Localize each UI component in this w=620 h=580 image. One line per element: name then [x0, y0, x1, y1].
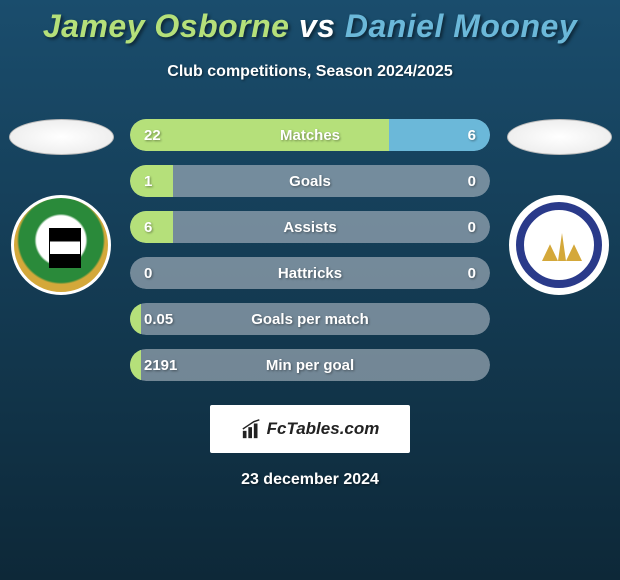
player2-silhouette	[507, 119, 612, 155]
player2-name: Daniel Mooney	[345, 8, 577, 44]
player2-column	[504, 119, 614, 295]
stat-row: 6 Assists 0	[130, 211, 490, 243]
stat-value-player1: 1	[144, 173, 152, 190]
stat-value-player2: 0	[468, 265, 476, 282]
stat-label: Min per goal	[266, 357, 354, 374]
player1-club-crest	[11, 195, 111, 295]
vs-text: vs	[299, 8, 336, 44]
stat-row: 1 Goals 0	[130, 165, 490, 197]
stat-fill-player1	[130, 349, 141, 381]
stat-value-player1: 6	[144, 219, 152, 236]
subtitle: Club competitions, Season 2024/2025	[0, 63, 620, 81]
stat-value-player1: 0.05	[144, 311, 173, 328]
branding-text: FcTables.com	[267, 419, 380, 439]
stat-label: Hattricks	[278, 265, 342, 282]
stat-fill-player1	[130, 119, 389, 151]
stat-row: 0.05 Goals per match	[130, 303, 490, 335]
date-text: 23 december 2024	[0, 471, 620, 489]
stat-value-player2: 0	[468, 173, 476, 190]
comparison-title: Jamey Osborne vs Daniel Mooney	[0, 0, 620, 45]
branding-badge: FcTables.com	[210, 405, 410, 453]
stat-label: Matches	[280, 127, 340, 144]
stat-row: 0 Hattricks 0	[130, 257, 490, 289]
stat-label: Goals per match	[251, 311, 369, 328]
player1-column	[6, 119, 116, 295]
player1-silhouette	[9, 119, 114, 155]
stat-label: Assists	[283, 219, 336, 236]
stats-bars: 22 Matches 6 1 Goals 0 6 Assists 0 0 Hattricks 0 0.0…	[130, 119, 490, 395]
stat-value-player1: 22	[144, 127, 161, 144]
stat-value-player1: 2191	[144, 357, 177, 374]
chart-icon	[241, 418, 263, 440]
stat-row: 2191 Min per goal	[130, 349, 490, 381]
player2-club-crest	[509, 195, 609, 295]
stat-value-player1: 0	[144, 265, 152, 282]
stat-value-player2: 6	[468, 127, 476, 144]
stat-label: Goals	[289, 173, 331, 190]
stat-row: 22 Matches 6	[130, 119, 490, 151]
stat-fill-player1	[130, 303, 141, 335]
player1-name: Jamey Osborne	[43, 8, 290, 44]
stat-value-player2: 0	[468, 219, 476, 236]
content-area: 22 Matches 6 1 Goals 0 6 Assists 0 0 Hattricks 0 0.0…	[0, 119, 620, 395]
